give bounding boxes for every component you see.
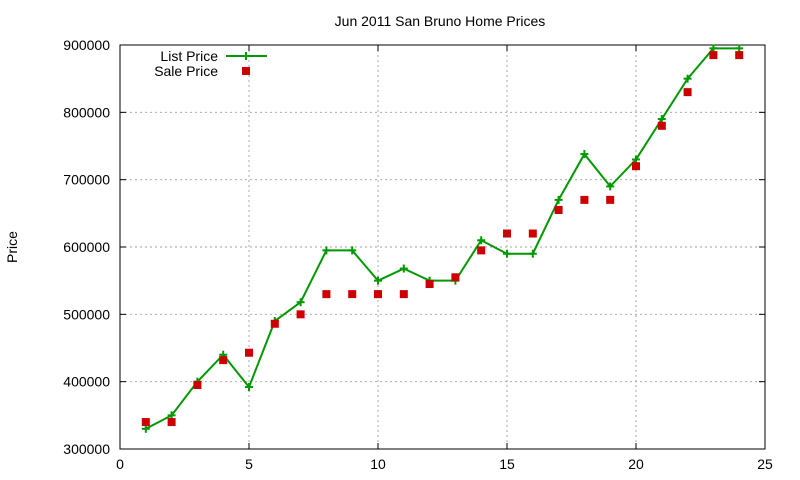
list-price-point	[735, 44, 744, 53]
sale-price-point	[296, 310, 305, 319]
sale-price-point	[322, 290, 331, 299]
list-price-point	[709, 44, 718, 53]
y-axis-label: Price	[4, 231, 20, 263]
sale-price-point	[425, 280, 434, 289]
y-tick-label: 500000	[63, 306, 110, 322]
legend-list-price-marker	[242, 52, 250, 60]
list-price-point	[632, 155, 640, 164]
y-tick-label: 600000	[63, 239, 110, 255]
sale-price-point	[270, 319, 279, 328]
x-tick-label: 20	[628, 456, 644, 472]
sale-price-point	[580, 195, 589, 204]
list-price-point	[477, 236, 486, 245]
x-tick-label: 10	[370, 456, 386, 472]
list-price-point	[348, 246, 357, 255]
sale-price-point	[477, 246, 486, 255]
list-price-point	[167, 411, 176, 420]
list-price-point	[503, 249, 511, 258]
sale-price-point	[193, 381, 202, 390]
sale-price-point	[709, 51, 718, 60]
list-price-point	[554, 195, 563, 204]
sale-price-point	[245, 348, 253, 357]
list-price-point	[580, 150, 589, 159]
list-price-point	[399, 264, 408, 273]
sale-price-point	[503, 229, 511, 238]
y-tick-label: 300000	[63, 441, 110, 457]
list-price-point	[657, 115, 666, 124]
sale-price-point	[399, 290, 408, 299]
x-tick-label: 0	[116, 456, 124, 472]
sale-price-point	[167, 418, 176, 427]
sale-price-point	[528, 229, 537, 238]
axis-layer: 0 5 10 15 20 25 300000 400000 500000 600000 700000…	[63, 37, 773, 472]
sale-price-point	[554, 205, 563, 214]
sale-price-point	[348, 290, 357, 299]
sale-price-point	[451, 273, 460, 282]
list-price-point	[141, 424, 150, 433]
y-tick-label: 400000	[63, 374, 110, 390]
sale-price-point	[606, 195, 615, 204]
list-price-point	[322, 246, 331, 255]
legend-sale-price-label: Sale Price	[154, 63, 218, 79]
sale-price-point	[141, 418, 150, 427]
y-tick-label: 700000	[63, 172, 110, 188]
sale-price-point	[657, 121, 666, 130]
list-price-point	[245, 383, 253, 392]
list-price-point	[606, 182, 615, 191]
y-tick-label: 800000	[63, 104, 110, 120]
x-tick-label: 5	[245, 456, 253, 472]
chart-title: Jun 2011 San Bruno Home Prices	[335, 13, 546, 29]
list-price-point	[296, 298, 305, 307]
sale-price-point	[374, 290, 382, 299]
grid-layer	[120, 45, 765, 449]
legend-list-price-label: List Price	[160, 48, 218, 64]
x-tick-label: 25	[757, 456, 773, 472]
sale-price-point	[735, 51, 744, 60]
y-tick-label: 900000	[63, 37, 110, 53]
list-price-point	[374, 276, 382, 285]
x-tick-label: 15	[499, 456, 515, 472]
series-layer	[141, 44, 744, 433]
sale-price-point	[683, 88, 692, 97]
list-price-point	[683, 74, 692, 83]
sale-price-point	[632, 162, 640, 171]
list-price-line	[145, 47, 740, 430]
sale-price-point	[219, 356, 228, 365]
legend-sale-price-marker	[242, 67, 250, 75]
list-price-point	[528, 249, 537, 258]
